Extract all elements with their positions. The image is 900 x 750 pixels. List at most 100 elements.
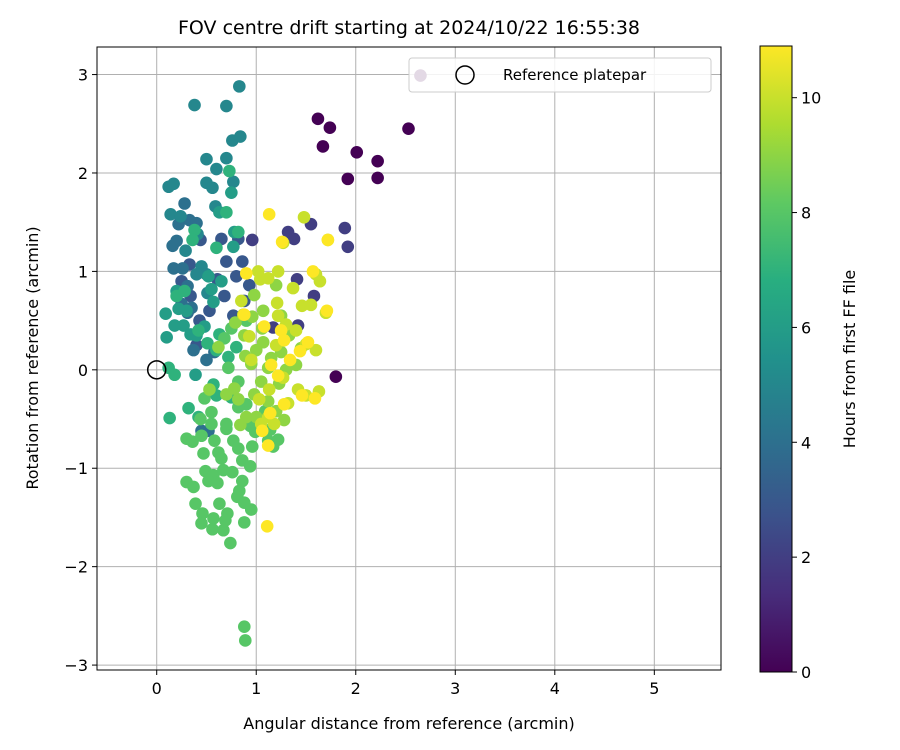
x-tick-label: 4 xyxy=(550,679,560,698)
data-point xyxy=(283,353,297,367)
data-point xyxy=(277,333,291,347)
data-point xyxy=(206,181,219,195)
data-point xyxy=(245,233,259,247)
data-point xyxy=(313,274,327,288)
data-point xyxy=(261,271,275,285)
data-point xyxy=(219,514,232,527)
data-point xyxy=(182,401,195,415)
data-point xyxy=(192,324,205,337)
data-point xyxy=(178,284,191,298)
data-point xyxy=(242,278,256,292)
data-point xyxy=(159,307,172,321)
data-point xyxy=(277,413,291,427)
data-point xyxy=(212,340,225,354)
data-point xyxy=(286,281,300,295)
data-point xyxy=(210,241,223,255)
data-point xyxy=(178,197,191,210)
data-point xyxy=(293,344,307,358)
data-point xyxy=(174,209,187,223)
data-point xyxy=(202,270,215,283)
data-point xyxy=(256,304,270,318)
data-point xyxy=(213,497,226,510)
x-tick-label: 1 xyxy=(251,679,261,698)
data-point xyxy=(263,406,277,420)
data-point xyxy=(179,244,192,258)
legend-label: Reference platepar xyxy=(503,66,647,84)
legend: Reference platepar xyxy=(408,57,712,93)
data-point xyxy=(194,412,207,426)
data-point xyxy=(217,523,230,537)
data-point xyxy=(188,98,201,112)
data-point xyxy=(239,267,253,280)
data-point xyxy=(350,146,364,159)
x-ticks: 0 1 2 3 4 5 xyxy=(152,670,659,698)
x-axis-label: Angular distance from reference (arcmin) xyxy=(243,714,574,733)
data-point xyxy=(270,296,284,310)
data-point xyxy=(167,177,180,191)
colorbar-ticks: 0 2 4 6 8 10 xyxy=(792,89,821,682)
colorbar-tick-label: 4 xyxy=(801,433,811,452)
data-point xyxy=(316,140,330,153)
data-point xyxy=(197,447,210,460)
data-point xyxy=(271,309,285,322)
data-point xyxy=(201,336,214,350)
data-point xyxy=(237,308,251,322)
data-point xyxy=(205,282,218,296)
x-tick-label: 5 xyxy=(649,679,659,698)
data-point xyxy=(252,393,266,406)
data-point xyxy=(227,175,240,189)
data-point xyxy=(164,208,177,221)
data-point xyxy=(226,465,239,479)
data-point xyxy=(247,288,261,302)
y-tick-label: −3 xyxy=(64,656,88,675)
data-point xyxy=(255,424,269,438)
data-point xyxy=(188,223,201,237)
data-point xyxy=(237,620,251,633)
data-point xyxy=(205,417,218,431)
y-ticks: −3 −2 −1 0 1 2 3 xyxy=(64,66,97,675)
data-point xyxy=(207,512,220,525)
data-point xyxy=(243,459,257,473)
x-tick-label: 3 xyxy=(450,679,460,698)
colorbar-tick-label: 6 xyxy=(801,318,811,337)
data-point xyxy=(308,392,322,405)
data-point xyxy=(189,497,202,510)
data-point xyxy=(371,154,384,168)
data-point xyxy=(402,122,415,135)
data-point xyxy=(301,335,315,349)
y-tick-label: −2 xyxy=(64,558,88,577)
x-tick-label: 0 xyxy=(152,679,162,698)
data-point xyxy=(236,474,249,488)
data-point xyxy=(271,433,285,446)
chart-title: FOV centre drift starting at 2024/10/22 … xyxy=(178,17,640,39)
colorbar-tick-label: 10 xyxy=(801,89,821,108)
reference-point xyxy=(146,360,167,380)
data-point xyxy=(224,536,237,550)
data-point xyxy=(261,439,275,452)
data-point xyxy=(208,434,221,447)
data-point xyxy=(222,361,235,375)
data-point xyxy=(329,370,343,384)
data-point xyxy=(220,388,233,401)
data-point xyxy=(264,358,278,372)
data-point xyxy=(230,340,243,354)
data-point xyxy=(251,265,265,278)
y-tick-label: 2 xyxy=(78,164,88,183)
data-point xyxy=(220,151,233,165)
data-point xyxy=(177,319,190,332)
data-point xyxy=(222,350,235,364)
data-point xyxy=(215,452,228,465)
data-point xyxy=(371,171,384,185)
colorbar-label: Hours from first FF file xyxy=(840,270,859,449)
data-point xyxy=(232,225,245,239)
data-point xyxy=(275,235,289,249)
data-point xyxy=(237,516,251,529)
colorbar: 0 2 4 6 8 10 Hours from first FF file xyxy=(759,45,859,682)
data-point xyxy=(245,440,259,453)
data-point xyxy=(225,186,238,199)
data-point xyxy=(220,417,233,431)
colorbar-tick-label: 0 xyxy=(801,663,811,682)
data-point xyxy=(289,324,303,337)
data-point xyxy=(172,302,185,316)
